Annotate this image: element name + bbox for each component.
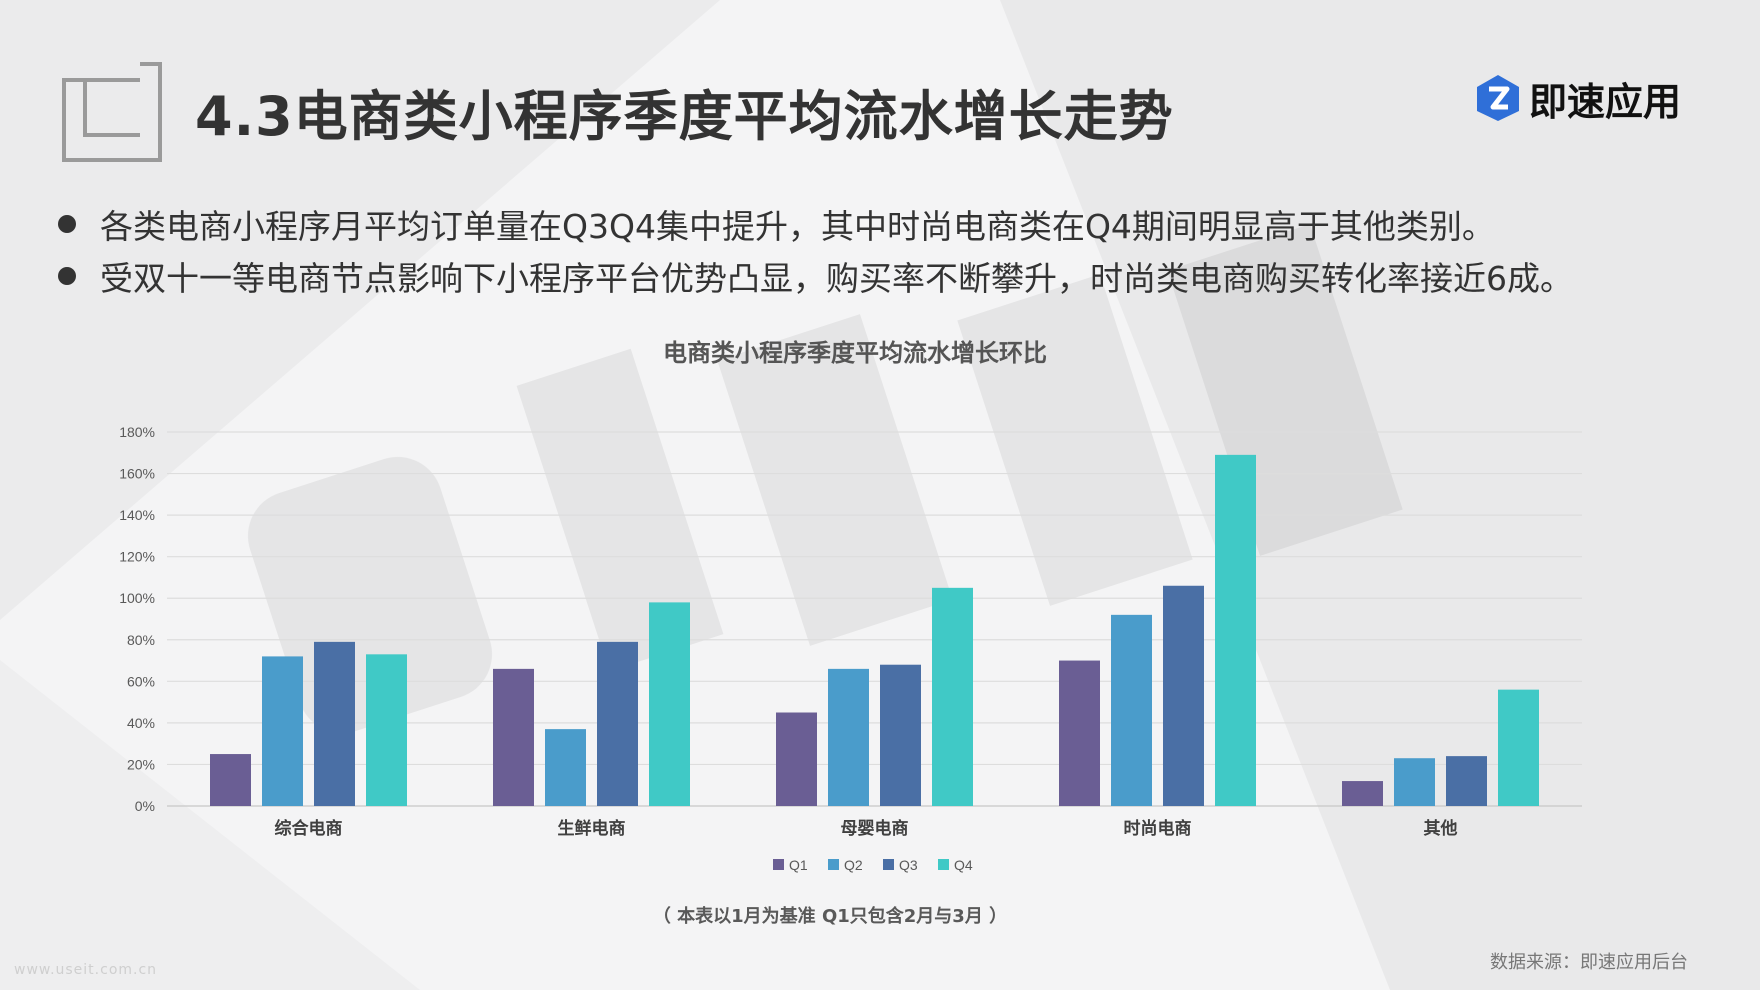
chart-title: 电商类小程序季度平均流水增长环比	[663, 339, 1047, 367]
bar-q2	[1394, 758, 1435, 806]
chart-footnote: （ 本表以1月为基准 Q1只包含2月与3月 ）	[652, 906, 1008, 927]
y-tick-label: 80%	[127, 632, 155, 648]
y-tick-label: 160%	[119, 466, 155, 482]
brand-logo: 即速应用	[1475, 70, 1681, 126]
x-category-label: 综合电商	[275, 818, 343, 839]
y-tick-label: 100%	[119, 590, 155, 606]
x-category-label: 时尚电商	[1124, 818, 1192, 839]
bar-q1	[1342, 781, 1383, 806]
bullet-item: 各类电商小程序月平均订单量在Q3Q4集中提升，其中时尚电商类在Q4期间明显高于其…	[58, 198, 1573, 250]
bar-q1	[776, 712, 817, 806]
legend-swatch	[883, 859, 894, 870]
legend-swatch	[938, 859, 949, 870]
y-tick-label: 180%	[119, 424, 155, 440]
bullet-dot-icon	[58, 215, 76, 233]
corner-bracket-icon	[62, 62, 162, 162]
y-tick-label: 40%	[127, 715, 155, 731]
page-title: 4.3电商类小程序季度平均流水增长走势	[195, 85, 1174, 148]
legend-swatch	[773, 859, 784, 870]
bullet-list: 各类电商小程序月平均订单量在Q3Q4集中提升，其中时尚电商类在Q4期间明显高于其…	[58, 198, 1573, 302]
y-tick-label: 140%	[119, 507, 155, 523]
bar-q2	[262, 656, 303, 806]
bar-q4	[1498, 689, 1539, 806]
bar-q3	[880, 664, 921, 806]
bar-q2	[545, 729, 586, 806]
y-tick-label: 60%	[127, 673, 155, 689]
legend-label: Q4	[954, 857, 973, 873]
bullet-text: 受双十一等电商节点影响下小程序平台优势凸显，购买率不断攀升，时尚类电商购买转化率…	[100, 259, 1573, 298]
bullet-dot-icon	[58, 267, 76, 285]
x-category-label: 生鲜电商	[558, 818, 626, 839]
brand-logo-text: 即速应用	[1529, 79, 1682, 124]
bar-q4	[366, 654, 407, 806]
legend-swatch	[828, 859, 839, 870]
bar-q4	[932, 587, 973, 806]
bar-q2	[828, 668, 869, 806]
bar-q2	[1111, 614, 1152, 806]
y-tick-label: 20%	[127, 756, 155, 772]
legend-label: Q2	[844, 857, 863, 873]
legend-label: Q1	[789, 857, 808, 873]
x-category-label: 母婴电商	[841, 818, 909, 839]
x-category-label: 其他	[1424, 818, 1458, 839]
data-source: 数据来源：即速应用后台	[1490, 952, 1688, 973]
bullet-item: 受双十一等电商节点影响下小程序平台优势凸显，购买率不断攀升，时尚类电商购买转化率…	[58, 250, 1573, 302]
bar-q3	[597, 641, 638, 806]
bar-q3	[1163, 585, 1204, 806]
bar-q1	[1059, 660, 1100, 806]
legend-label: Q3	[899, 857, 918, 873]
bar-q4	[1215, 454, 1256, 806]
bar-q3	[314, 641, 355, 806]
watermark-url: www.useit.com.cn	[14, 962, 158, 978]
bar-q3	[1446, 756, 1487, 806]
y-tick-label: 0%	[135, 798, 155, 814]
brand-logo-icon	[1477, 75, 1519, 121]
bar-q1	[210, 754, 251, 806]
bar-q4	[649, 602, 690, 806]
y-tick-label: 120%	[119, 549, 155, 565]
bullet-text: 各类电商小程序月平均订单量在Q3Q4集中提升，其中时尚电商类在Q4期间明显高于其…	[100, 207, 1495, 246]
bar-q1	[493, 668, 534, 806]
